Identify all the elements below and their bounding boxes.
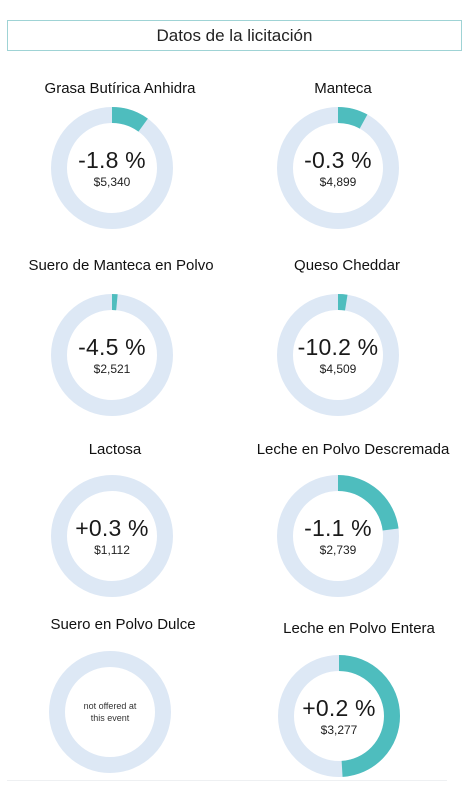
price-value: $4,509 xyxy=(319,362,357,376)
product-card-suero-manteca: Suero de Manteca en Polvo -4.5 % $2,521 xyxy=(6,257,236,447)
donut-gauge: -1.1 % $2,739 xyxy=(276,474,400,598)
donut-gauge: +0.3 % $1,112 xyxy=(50,474,174,598)
product-name: Leche en Polvo Entera xyxy=(283,620,435,637)
footer-divider xyxy=(7,780,447,781)
change-percent: -4.5 % xyxy=(78,334,146,360)
donut-gauge: +0.2 % $3,277 xyxy=(277,654,401,778)
donut-fill-arc xyxy=(51,294,173,416)
donut-gauge: -0.3 % $4,899 xyxy=(276,106,400,230)
donut-gauge: -10.2 % $4,509 xyxy=(276,293,400,417)
product-name: Manteca xyxy=(314,80,372,97)
donut-fill-arc xyxy=(277,107,399,229)
donut-svg xyxy=(49,651,171,773)
product-name: Suero en Polvo Dulce xyxy=(50,616,196,633)
donut-fill-arc xyxy=(51,107,173,229)
donut-svg xyxy=(51,475,173,597)
not-offered-text: not offered at this event xyxy=(83,701,137,723)
price-value: $2,739 xyxy=(319,543,357,557)
donut-fill-arc xyxy=(277,475,399,597)
product-name: Suero de Manteca en Polvo xyxy=(28,257,214,274)
product-name: Leche en Polvo Descremada xyxy=(256,441,450,458)
donut-gauge: -1.8 % $5,340 xyxy=(50,106,174,230)
product-card-manteca: Manteca -0.3 % $4,899 xyxy=(228,80,458,270)
donut-svg xyxy=(51,107,173,229)
price-value: $5,340 xyxy=(93,175,131,189)
change-percent: -1.8 % xyxy=(78,147,146,173)
page-title: Datos de la licitación xyxy=(7,20,462,51)
donut-fill-arc xyxy=(277,294,399,416)
donut-svg xyxy=(277,294,399,416)
donut-gauge: -4.5 % $2,521 xyxy=(50,293,174,417)
price-value: $2,521 xyxy=(93,362,131,376)
donut-track xyxy=(51,475,173,597)
donut-svg xyxy=(51,294,173,416)
donut-fill-arc xyxy=(278,655,400,777)
donut-svg xyxy=(277,475,399,597)
change-percent: -10.2 % xyxy=(297,334,379,360)
change-percent: -1.1 % xyxy=(304,515,372,541)
product-card-queso-cheddar: Queso Cheddar -10.2 % $4,509 xyxy=(232,257,462,447)
donut-svg xyxy=(277,107,399,229)
change-percent: +0.3 % xyxy=(75,515,149,541)
product-name: Lactosa xyxy=(88,441,142,458)
product-name: Grasa Butírica Anhidra xyxy=(44,80,196,97)
product-card-lactosa: Lactosa +0.3 % $1,112 xyxy=(0,441,230,631)
price-value: $3,277 xyxy=(320,723,358,737)
donut-gauge: not offered at this event xyxy=(48,650,172,774)
donut-svg xyxy=(278,655,400,777)
product-card-leche-descremada: Leche en Polvo Descremada -1.1 % $2,739 xyxy=(238,441,468,631)
product-name: Queso Cheddar xyxy=(294,257,400,274)
price-value: $1,112 xyxy=(94,543,130,557)
product-card-leche-entera: Leche en Polvo Entera +0.2 % $3,277 xyxy=(244,620,473,810)
product-card-grasa-butirica: Grasa Butírica Anhidra -1.8 % $5,340 xyxy=(5,80,235,270)
change-percent: +0.2 % xyxy=(302,695,376,721)
donut-track xyxy=(49,651,171,773)
price-value: $4,899 xyxy=(319,175,357,189)
product-card-suero-dulce: Suero en Polvo Dulce not offered at this… xyxy=(8,616,238,806)
change-percent: -0.3 % xyxy=(304,147,372,173)
